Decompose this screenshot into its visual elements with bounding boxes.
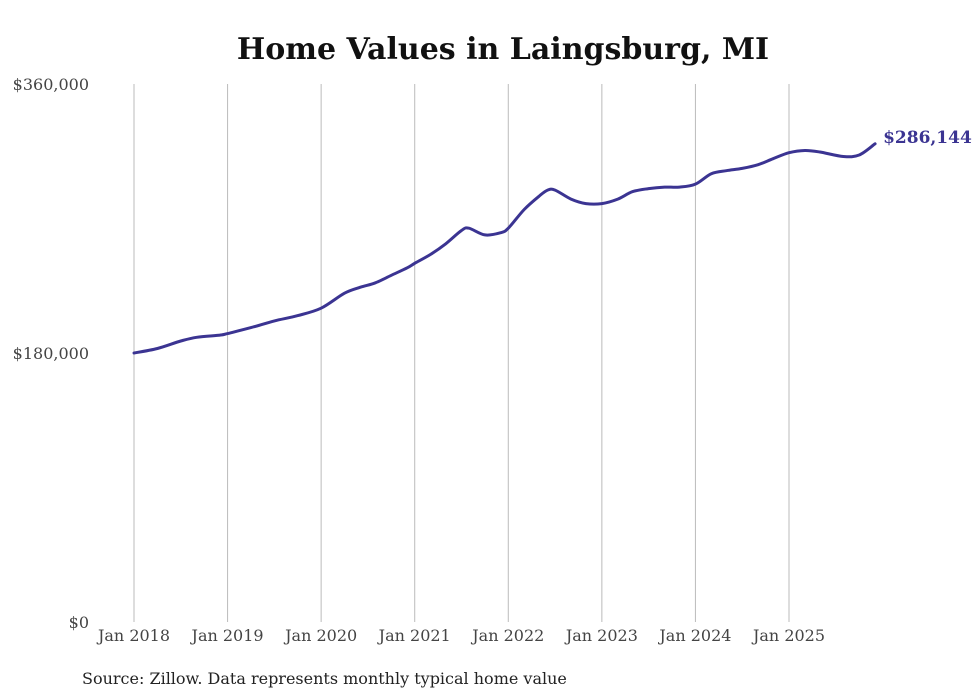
y-axis: $0 $180,000 $360,000 — [13, 75, 89, 632]
x-tick-label: Jan 2025 — [751, 626, 825, 645]
home-value-line — [132, 142, 877, 355]
y-tick-label: $180,000 — [13, 344, 89, 363]
grid-lines — [133, 84, 790, 622]
x-tick-label: Jan 2022 — [470, 626, 544, 645]
x-tick-label: Jan 2024 — [657, 626, 731, 645]
x-tick-label: Jan 2018 — [96, 626, 170, 645]
x-tick-label: Jan 2020 — [283, 626, 357, 645]
x-tick-label: Jan 2019 — [190, 626, 264, 645]
end-value-label: $286,144 — [883, 128, 972, 148]
x-tick-label: Jan 2023 — [564, 626, 638, 645]
y-tick-label: $360,000 — [13, 75, 89, 94]
chart-title: Home Values in Laingsburg, MI — [237, 32, 769, 67]
y-tick-label: $0 — [69, 613, 89, 632]
x-tick-label: Jan 2021 — [377, 626, 451, 645]
source-note: Source: Zillow. Data represents monthly … — [82, 669, 567, 688]
x-axis: Jan 2018 Jan 2019 Jan 2020 Jan 2021 Jan 2022… — [96, 626, 825, 645]
